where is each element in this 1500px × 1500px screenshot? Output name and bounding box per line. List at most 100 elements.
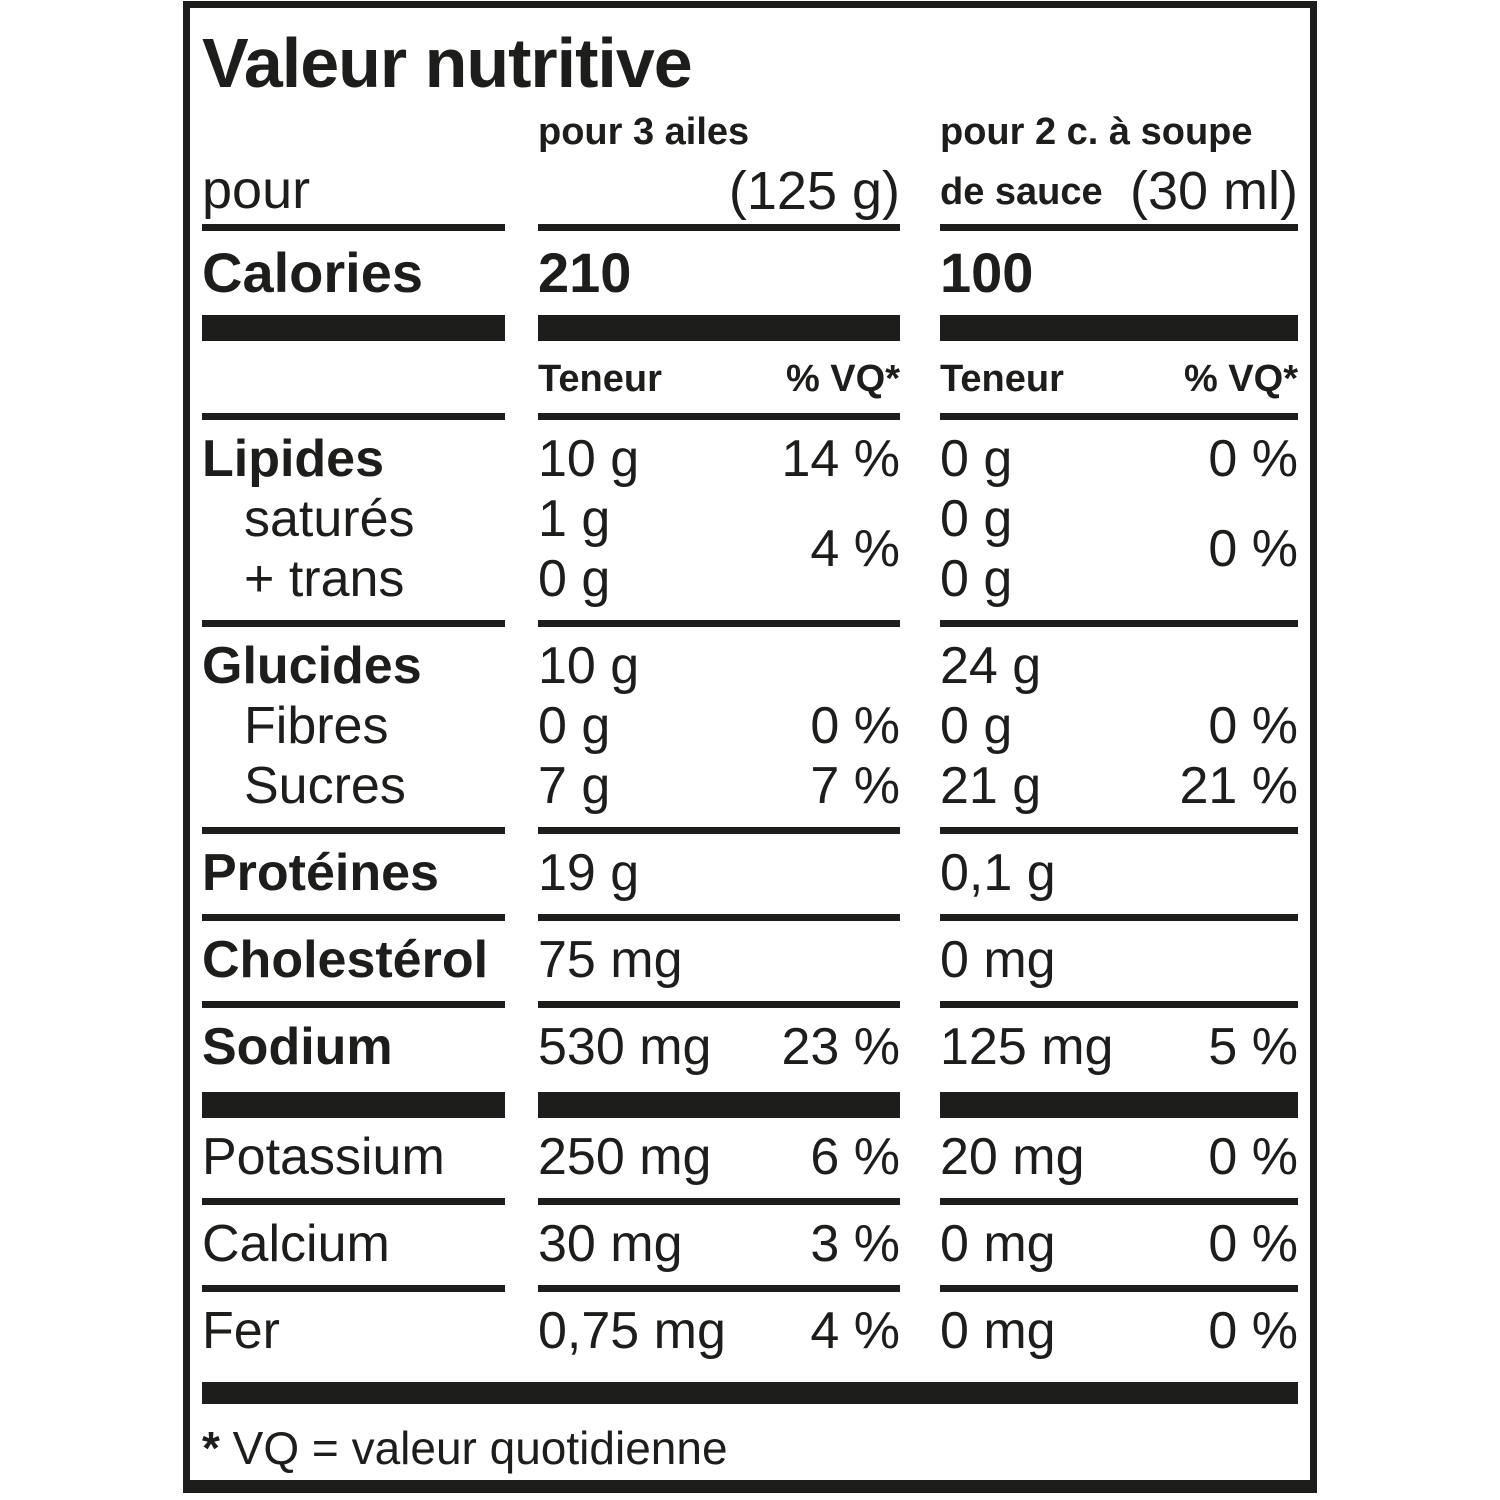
calcium-wings-values: 30 mg 3 %	[538, 1214, 900, 1274]
calcium-wings-dv: 3 %	[810, 1215, 900, 1273]
carb-row: Glucides 10 g 24 g	[202, 636, 1298, 696]
rule	[940, 827, 1298, 834]
saturated-trans-wings-amounts: 1 g 0 g	[538, 489, 610, 609]
serving-wings-cell: pour 3 ailes (125 g)	[538, 110, 900, 231]
serving-sauce-cell: pour 2 c. à soupe de sauce (30 ml)	[940, 110, 1298, 231]
per-label: pour	[202, 110, 505, 231]
footnote-percent-guide: * 5% ou moins c’est peu, 15% ou plus c’e…	[202, 1486, 1298, 1493]
fibre-sauce-dv: 0 %	[1208, 697, 1298, 755]
fat-row: Lipides 10 g 14 % 0 g 0 %	[202, 429, 1298, 489]
protein-wings-values: 19 g	[538, 843, 900, 903]
fat-wings-values: 10 g 14 %	[538, 429, 900, 489]
serving-wings-size: (125 g)	[728, 161, 900, 221]
calcium-group: Calcium 30 mg 3 % 0 mg 0 %	[202, 1205, 1298, 1285]
calories-label: Calories	[202, 241, 423, 304]
serving-header-row: pour pour 3 ailes (125 g) pour 2 c. à so…	[202, 110, 1298, 231]
footnote-daily-value-text: VQ = valeur quotidienne	[219, 1422, 728, 1474]
sugars-wings-values: 7 g 7 %	[538, 756, 900, 816]
cholesterol-row: Cholestérol 75 mg 0 mg	[202, 930, 1298, 990]
rule	[940, 914, 1298, 921]
thick-bar	[940, 315, 1298, 341]
fibre-wings-dv: 0 %	[810, 697, 900, 755]
wings-column-headers: Teneur % VQ*	[538, 341, 900, 420]
potassium-row: Potassium 250 mg 6 % 20 mg 0 %	[202, 1127, 1298, 1187]
rule	[202, 914, 505, 921]
iron-group: Fer 0,75 mg 4 % 0 mg 0 %	[202, 1292, 1298, 1372]
fat-sauce-values: 0 g 0 %	[940, 429, 1298, 489]
footnote-asterisk: *	[202, 1422, 220, 1474]
fibre-label: Fibres	[244, 697, 389, 755]
sodium-wings-dv: 23 %	[781, 1018, 900, 1076]
cholesterol-wings-amount: 75 mg	[538, 931, 683, 989]
iron-sauce-amount: 0 mg	[940, 1302, 1056, 1360]
sugars-row: Sucres 7 g 7 % 21 g 21 %	[202, 756, 1298, 816]
calcium-sauce-dv: 0 %	[1208, 1215, 1298, 1273]
carb-sauce-values: 24 g	[940, 636, 1298, 696]
iron-wings-values: 0,75 mg 4 %	[538, 1301, 900, 1361]
fibre-wings-values: 0 g 0 %	[538, 696, 900, 756]
iron-row: Fer 0,75 mg 4 % 0 mg 0 %	[202, 1301, 1298, 1361]
rule	[202, 620, 505, 627]
protein-sauce-values: 0,1 g	[940, 843, 1298, 903]
fat-group: Lipides 10 g 14 % 0 g 0 % saturés + tran…	[202, 420, 1298, 620]
rule	[940, 1001, 1298, 1008]
full-width-bar	[202, 1382, 1298, 1404]
wings-dv-header: % VQ*	[785, 358, 900, 400]
fat-sauce-dv: 0 %	[1208, 430, 1298, 488]
rule	[202, 827, 505, 834]
carb-sauce-amount: 24 g	[940, 637, 1042, 695]
thick-bar-row-sodium	[202, 1092, 1298, 1118]
saturated-trans-pair: saturés + trans 1 g 0 g 4 % 0 g 0 g 0 %	[202, 489, 1298, 609]
rule-after-calcium	[202, 1285, 1298, 1292]
sodium-row: Sodium 530 mg 23 % 125 mg 5 %	[202, 1017, 1298, 1077]
panel-title: Valeur nutritive	[202, 24, 693, 102]
fibre-wings-amount: 0 g	[538, 697, 611, 755]
carb-group: Glucides 10 g 24 g Fibres 0 g 0 % 0 g 0 …	[202, 627, 1298, 827]
sugars-sauce-dv: 21 %	[1179, 757, 1298, 815]
iron-sauce-dv: 0 %	[1208, 1302, 1298, 1360]
calories-wings-value: 210	[538, 241, 632, 304]
fibre-sauce-values: 0 g 0 %	[940, 696, 1298, 756]
footnote-daily-value: * VQ = valeur quotidienne	[202, 1420, 1298, 1476]
column-headers-spacer	[202, 341, 505, 420]
fibre-sauce-amount: 0 g	[940, 697, 1013, 755]
potassium-wings-dv: 6 %	[810, 1128, 900, 1186]
saturated-label: saturés	[244, 490, 415, 548]
saturated-trans-sauce-values: 0 g 0 g 0 %	[940, 489, 1298, 609]
rule	[940, 1285, 1298, 1292]
potassium-group: Potassium 250 mg 6 % 20 mg 0 %	[202, 1118, 1298, 1198]
protein-label: Protéines	[202, 844, 439, 902]
sauce-amount-header: Teneur	[940, 358, 1064, 400]
sugars-sauce-values: 21 g 21 %	[940, 756, 1298, 816]
rule-after-protein	[202, 914, 1298, 921]
rule-after-fat	[202, 620, 1298, 627]
trans-wings-amount: 0 g	[538, 550, 611, 608]
serving-sauce-line2: de sauce (30 ml)	[940, 154, 1298, 224]
sodium-wings-amount: 530 mg	[538, 1018, 712, 1076]
calcium-label: Calcium	[202, 1215, 390, 1273]
rule	[202, 1001, 505, 1008]
saturated-trans-sauce-dv: 0 %	[1208, 520, 1298, 578]
sodium-label: Sodium	[202, 1018, 393, 1076]
sauce-dv-header: % VQ*	[1183, 358, 1298, 400]
sodium-group: Sodium 530 mg 23 % 125 mg 5 %	[202, 1008, 1298, 1088]
cholesterol-label: Cholestérol	[202, 931, 489, 989]
cholesterol-wings-values: 75 mg	[538, 930, 900, 990]
serving-sauce-line2-label: de sauce	[940, 171, 1103, 213]
sugars-sauce-amount: 21 g	[940, 757, 1042, 815]
protein-sauce-amount: 0,1 g	[940, 844, 1056, 902]
rule	[538, 1001, 900, 1008]
potassium-sauce-amount: 20 mg	[940, 1128, 1085, 1186]
footnote-percent-part1: 5% ou moins c’est	[233, 1488, 619, 1493]
column-headers-row: Teneur % VQ* Teneur % VQ*	[202, 341, 1298, 420]
sodium-sauce-amount: 125 mg	[940, 1018, 1114, 1076]
calcium-sauce-amount: 0 mg	[940, 1215, 1056, 1273]
cholesterol-sauce-values: 0 mg	[940, 930, 1298, 990]
footnote-percent-part2: , 15% ou plus c’est	[701, 1488, 1113, 1493]
fat-wings-amount: 10 g	[538, 430, 640, 488]
iron-wings-dv: 4 %	[810, 1302, 900, 1360]
protein-wings-amount: 19 g	[538, 844, 640, 902]
sugars-label: Sucres	[244, 757, 406, 815]
calcium-row: Calcium 30 mg 3 % 0 mg 0 %	[202, 1214, 1298, 1274]
carb-label: Glucides	[202, 637, 422, 695]
